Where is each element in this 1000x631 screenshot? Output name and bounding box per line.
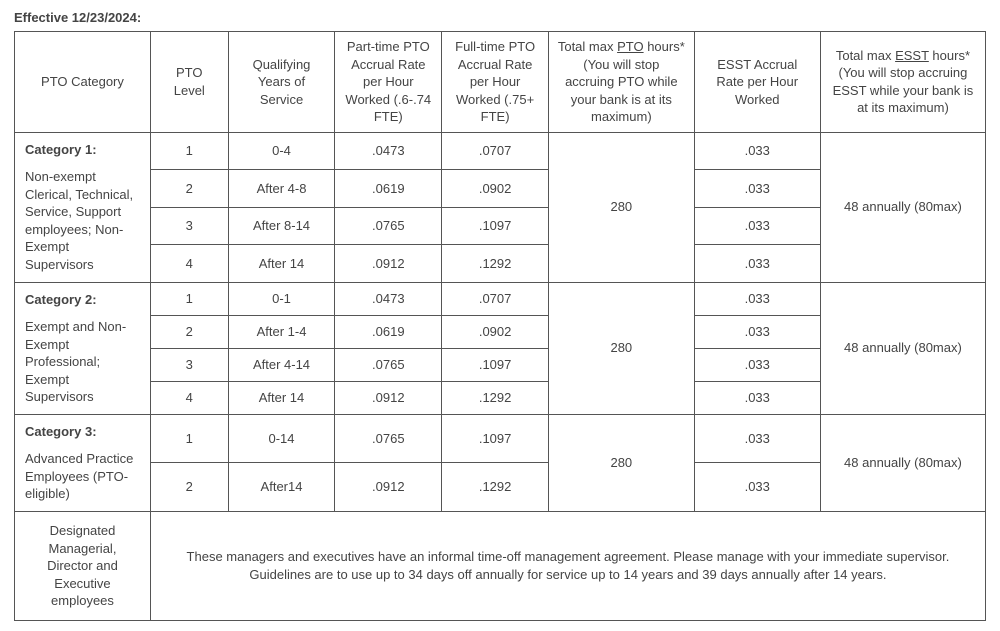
cell-ft: .0902 — [442, 315, 549, 348]
cat2-max-esst: 48 annually (80max) — [820, 282, 985, 414]
hdr-max-pto-u: PTO — [617, 39, 644, 54]
cell-esst: .033 — [694, 463, 820, 512]
hdr-parttime: Part-time PTO Accrual Rate per Hour Work… — [335, 32, 442, 133]
cat2-desc: Exempt and Non-Exempt Professional; Exem… — [25, 319, 126, 404]
cell-level: 2 — [150, 170, 228, 207]
hdr-level: PTO Level — [150, 32, 228, 133]
hdr-max-pto-pre: Total max — [558, 39, 617, 54]
cell-pt: .0912 — [335, 245, 442, 282]
designated-label: Designated Managerial, Director and Exec… — [15, 512, 151, 621]
cell-esst: .033 — [694, 207, 820, 244]
cat1-desc: Non-exempt Clerical, Technical, Service,… — [25, 169, 133, 272]
cat2-title: Category 2: — [25, 291, 140, 309]
cat2-max-pto: 280 — [549, 282, 695, 414]
cell-years: After14 — [228, 463, 335, 512]
cell-pt: .0912 — [335, 381, 442, 414]
cell-pt: .0473 — [335, 282, 442, 315]
cat3-title: Category 3: — [25, 423, 140, 441]
cell-ft: .1097 — [442, 348, 549, 381]
header-row: PTO Category PTO Level Qualifying Years … — [15, 32, 986, 133]
designated-row: Designated Managerial, Director and Exec… — [15, 512, 986, 621]
hdr-max-esst: Total max ESST hours* (You will stop acc… — [820, 32, 985, 133]
cell-level: 3 — [150, 207, 228, 244]
cat2-cell: Category 2: Exempt and Non-Exempt Profes… — [15, 282, 151, 414]
cell-level: 4 — [150, 381, 228, 414]
cell-years: After 4-8 — [228, 170, 335, 207]
cell-level: 1 — [150, 132, 228, 169]
cell-years: 0-4 — [228, 132, 335, 169]
cell-ft: .1097 — [442, 207, 549, 244]
cell-ft: .1292 — [442, 463, 549, 512]
cell-years: After 1-4 — [228, 315, 335, 348]
cell-pt: .0912 — [335, 463, 442, 512]
cell-pt: .0619 — [335, 315, 442, 348]
cat3-cell: Category 3: Advanced Practice Employees … — [15, 414, 151, 511]
cell-pt: .0765 — [335, 207, 442, 244]
cell-ft: .1097 — [442, 414, 549, 463]
cell-years: 0-1 — [228, 282, 335, 315]
cell-esst: .033 — [694, 414, 820, 463]
cell-years: After 14 — [228, 245, 335, 282]
cell-esst: .033 — [694, 315, 820, 348]
hdr-fulltime: Full-time PTO Accrual Rate per Hour Work… — [442, 32, 549, 133]
table-row: Category 3: Advanced Practice Employees … — [15, 414, 986, 463]
hdr-max-esst-pre: Total max — [836, 48, 895, 63]
cat3-desc: Advanced Practice Employees (PTO-eligibl… — [25, 451, 133, 501]
cell-years: After 4-14 — [228, 348, 335, 381]
cell-ft: .0707 — [442, 132, 549, 169]
hdr-esst-rate: ESST Accrual Rate per Hour Worked — [694, 32, 820, 133]
cell-level: 1 — [150, 414, 228, 463]
cat3-max-pto: 280 — [549, 414, 695, 511]
effective-date: Effective 12/23/2024: — [14, 10, 986, 25]
cell-ft: .0902 — [442, 170, 549, 207]
cell-level: 2 — [150, 315, 228, 348]
cell-esst: .033 — [694, 381, 820, 414]
cell-level: 2 — [150, 463, 228, 512]
cell-pt: .0765 — [335, 414, 442, 463]
cell-years: After 14 — [228, 381, 335, 414]
cat3-max-esst: 48 annually (80max) — [820, 414, 985, 511]
cat1-cell: Category 1: Non-exempt Clerical, Technic… — [15, 132, 151, 282]
hdr-category: PTO Category — [15, 32, 151, 133]
pto-table: PTO Category PTO Level Qualifying Years … — [14, 31, 986, 621]
cell-esst: .033 — [694, 245, 820, 282]
hdr-years: Qualifying Years of Service — [228, 32, 335, 133]
cell-level: 3 — [150, 348, 228, 381]
cell-ft: .1292 — [442, 381, 549, 414]
cell-pt: .0619 — [335, 170, 442, 207]
cell-years: After 8-14 — [228, 207, 335, 244]
cell-level: 1 — [150, 282, 228, 315]
hdr-max-pto: Total max PTO hours* (You will stop accr… — [549, 32, 695, 133]
cell-ft: .1292 — [442, 245, 549, 282]
cat1-max-pto: 280 — [549, 132, 695, 282]
cell-esst: .033 — [694, 132, 820, 169]
cell-pt: .0765 — [335, 348, 442, 381]
table-row: Category 2: Exempt and Non-Exempt Profes… — [15, 282, 986, 315]
cell-esst: .033 — [694, 282, 820, 315]
cat1-max-esst: 48 annually (80max) — [820, 132, 985, 282]
cell-level: 4 — [150, 245, 228, 282]
designated-note: These managers and executives have an in… — [150, 512, 985, 621]
table-row: Category 1: Non-exempt Clerical, Technic… — [15, 132, 986, 169]
cell-years: 0-14 — [228, 414, 335, 463]
cell-esst: .033 — [694, 348, 820, 381]
hdr-max-esst-u: ESST — [895, 48, 929, 63]
cell-esst: .033 — [694, 170, 820, 207]
cat1-title: Category 1: — [25, 141, 140, 159]
cell-ft: .0707 — [442, 282, 549, 315]
cell-pt: .0473 — [335, 132, 442, 169]
